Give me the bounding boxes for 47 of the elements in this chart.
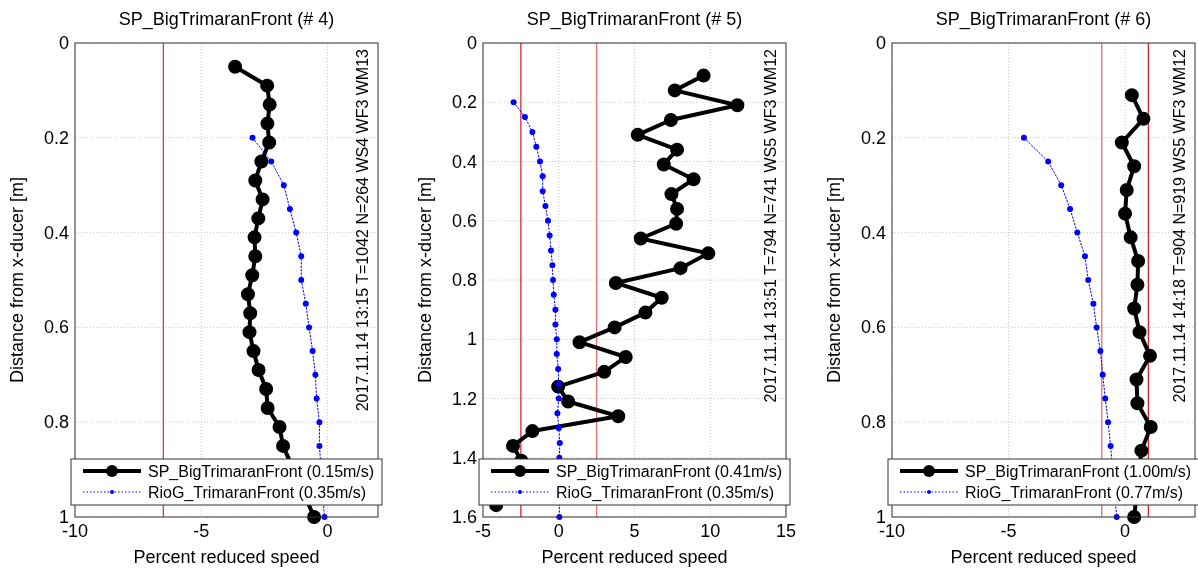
y-tick-label: 1 (58, 507, 69, 527)
y-tick-label: 0.8 (860, 412, 886, 433)
x-tick-label: 10 (700, 521, 721, 541)
y-tick-label: 1.2 (451, 388, 477, 409)
y-tick-label: 0.2 (860, 127, 886, 148)
y-axis-title: Distance from x-ducer [m] (415, 176, 435, 384)
x-tick-label: 0 (553, 521, 564, 541)
x-axis-title: Percent reduced speed (950, 547, 1137, 567)
chart-title: SP_BigTrimaranFront (# 6) (935, 9, 1152, 30)
y-tick-label: 0.6 (860, 317, 886, 338)
legend-label: SP_BigTrimaranFront (0.41m/s) (556, 463, 783, 481)
x-tick-label: 5 (629, 521, 640, 541)
y-axis-title: Distance from x-ducer [m] (7, 176, 27, 384)
legend-label: SP_BigTrimaranFront (1.00m/s) (965, 463, 1192, 481)
chart-title: SP_BigTrimaranFront (# 5) (526, 9, 743, 30)
y-tick-label: 0.6 (451, 210, 477, 231)
legend-label: SP_BigTrimaranFront (0.15m/s) (148, 463, 375, 481)
x-tick-label: 15 (775, 521, 797, 541)
y-tick-label: 0.2 (43, 127, 69, 148)
x-tick-label: 0 (322, 521, 333, 541)
x-tick-label: -5 (193, 521, 210, 541)
x-axis-title: Percent reduced speed (133, 547, 320, 567)
annotation: 2017.11.14 14:18 T=904 N=919 WS5 WF3 WM12 (1171, 48, 1188, 403)
y-tick-label: 1 (466, 329, 477, 350)
annotation: 2017.11.14 13:15 T=1042 N=264 WS4 WF3 WM13 (354, 48, 371, 412)
y-tick-label: 1.6 (451, 507, 477, 527)
y-tick-label: 0.4 (451, 151, 477, 172)
y-tick-label: 1 (875, 507, 886, 527)
y-tick-label: 0 (875, 33, 886, 53)
y-tick-label: 0.8 (451, 270, 477, 290)
y-tick-label: 0.2 (451, 92, 477, 113)
legend-label: RioG_TrimaranFront (0.35m/s) (148, 484, 367, 502)
y-tick-label: 0.4 (43, 222, 69, 243)
y-tick-label: 0.4 (860, 222, 886, 243)
x-tick-label: -5 (1000, 521, 1017, 541)
chart-title: SP_BigTrimaranFront (# 4) (118, 9, 335, 30)
x-axis-title: Percent reduced speed (541, 547, 728, 567)
x-tick-label: 0 (1120, 521, 1131, 541)
y-tick-label: 0 (466, 33, 477, 53)
legend-label: RioG_TrimaranFront (0.35m/s) (556, 484, 775, 502)
y-tick-label: 1.4 (451, 447, 477, 468)
y-axis-title: Distance from x-ducer [m] (824, 176, 844, 384)
y-tick-label: 0.8 (43, 412, 69, 433)
y-tick-label: 0 (58, 33, 69, 53)
y-tick-label: 0.6 (43, 317, 69, 338)
annotation: 2017.11.14 13:51 T=794 N=741 WS5 WF3 WM12 (762, 48, 779, 403)
legend-label: RioG_TrimaranFront (0.77m/s) (965, 484, 1184, 502)
